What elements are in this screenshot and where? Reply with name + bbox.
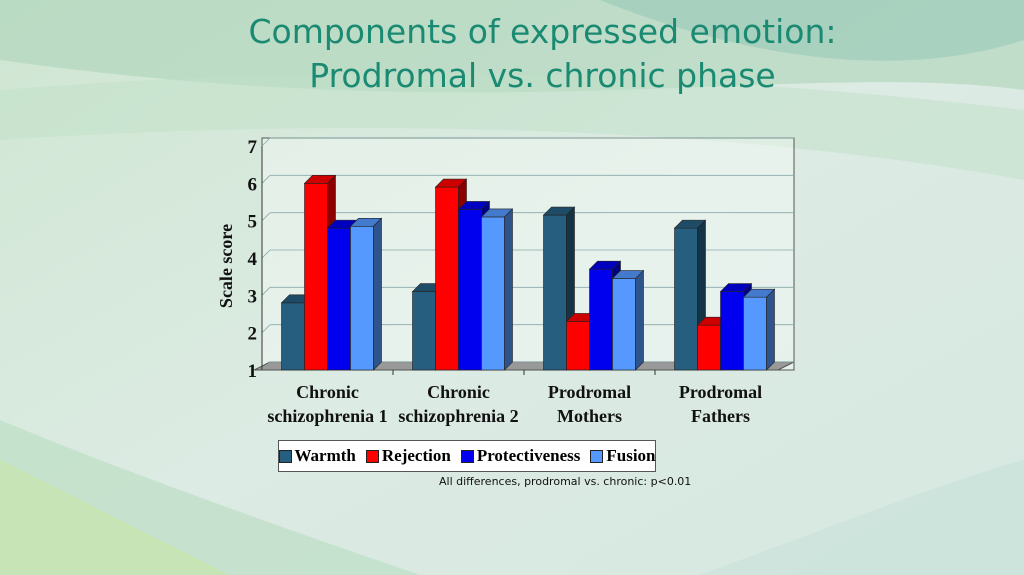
y-tick-label: 6 [248, 174, 258, 195]
bar-front [281, 302, 305, 371]
bar-front [435, 186, 459, 371]
legend-swatch [365, 449, 379, 463]
bar-front [304, 183, 328, 371]
gridline-side [261, 324, 271, 333]
legend-label: Warmth [294, 446, 356, 465]
x-category-label: Mothers [557, 406, 622, 426]
legend-label: Fusion [606, 446, 656, 465]
bar-side [766, 288, 775, 371]
bar-front [743, 296, 767, 371]
bar-front [327, 227, 351, 371]
y-tick-label: 1 [248, 361, 258, 382]
bar-front [674, 227, 698, 371]
gridline-side [261, 175, 271, 184]
bar-front [481, 216, 505, 371]
gridline-side [261, 212, 271, 221]
bar-fusion-2 [480, 208, 514, 371]
y-tick-label: 2 [248, 324, 258, 345]
bar-side [635, 269, 644, 371]
y-tick-label: 7 [248, 137, 258, 158]
legend-swatch [460, 449, 474, 463]
gridline-side [261, 287, 271, 296]
legend-item-rejection: Rejection [365, 446, 451, 466]
bar-front [350, 225, 374, 371]
legend-swatch [278, 449, 292, 463]
x-category-label: Prodromal [679, 382, 762, 402]
bar-fusion-3 [611, 269, 645, 371]
bar-front [697, 324, 721, 371]
gridline-side [261, 361, 271, 371]
x-category-label: Prodromal [548, 382, 631, 402]
bar-front [412, 291, 436, 371]
gridline-side [261, 137, 271, 147]
legend-swatch [590, 449, 604, 463]
bar-front [458, 209, 482, 371]
x-category-label: schizophrenia 2 [398, 406, 518, 426]
x-category-label: Chronic [427, 382, 490, 402]
y-axis-label: Scale score [216, 224, 236, 308]
slide-title-line-1: Components of expressed emotion: [248, 12, 837, 51]
bar-front [612, 278, 636, 371]
legend-label: Rejection [381, 446, 451, 465]
x-category-label: Fathers [691, 406, 750, 426]
bar-side [373, 217, 382, 371]
bar-front [543, 214, 567, 371]
bar-front [720, 291, 744, 371]
slide-title-line-2: Prodromal vs. chronic phase [309, 56, 776, 95]
bar-side [504, 208, 513, 371]
legend-item-fusion: Fusion [590, 446, 656, 466]
legend-label: Protectiveness [476, 446, 581, 465]
bar-front [589, 268, 613, 371]
significance-note: All differences, prodromal vs. chronic: … [439, 475, 692, 488]
x-category-label: schizophrenia 1 [267, 406, 387, 426]
y-tick-label: 4 [248, 249, 258, 270]
legend-item-protectiveness: Protectiveness [460, 446, 581, 466]
x-category-label: Chronic [296, 382, 359, 402]
legend-item-warmth: Warmth [278, 446, 356, 466]
bar-front [566, 321, 590, 371]
bar-fusion-4 [742, 288, 776, 371]
y-tick-label: 5 [248, 212, 258, 233]
bar-fusion-1 [349, 217, 383, 371]
y-tick-label: 3 [248, 286, 258, 307]
gridline-side [261, 249, 271, 259]
chart-legend: Warmth Rejection Protectiveness Fusion [278, 440, 656, 472]
